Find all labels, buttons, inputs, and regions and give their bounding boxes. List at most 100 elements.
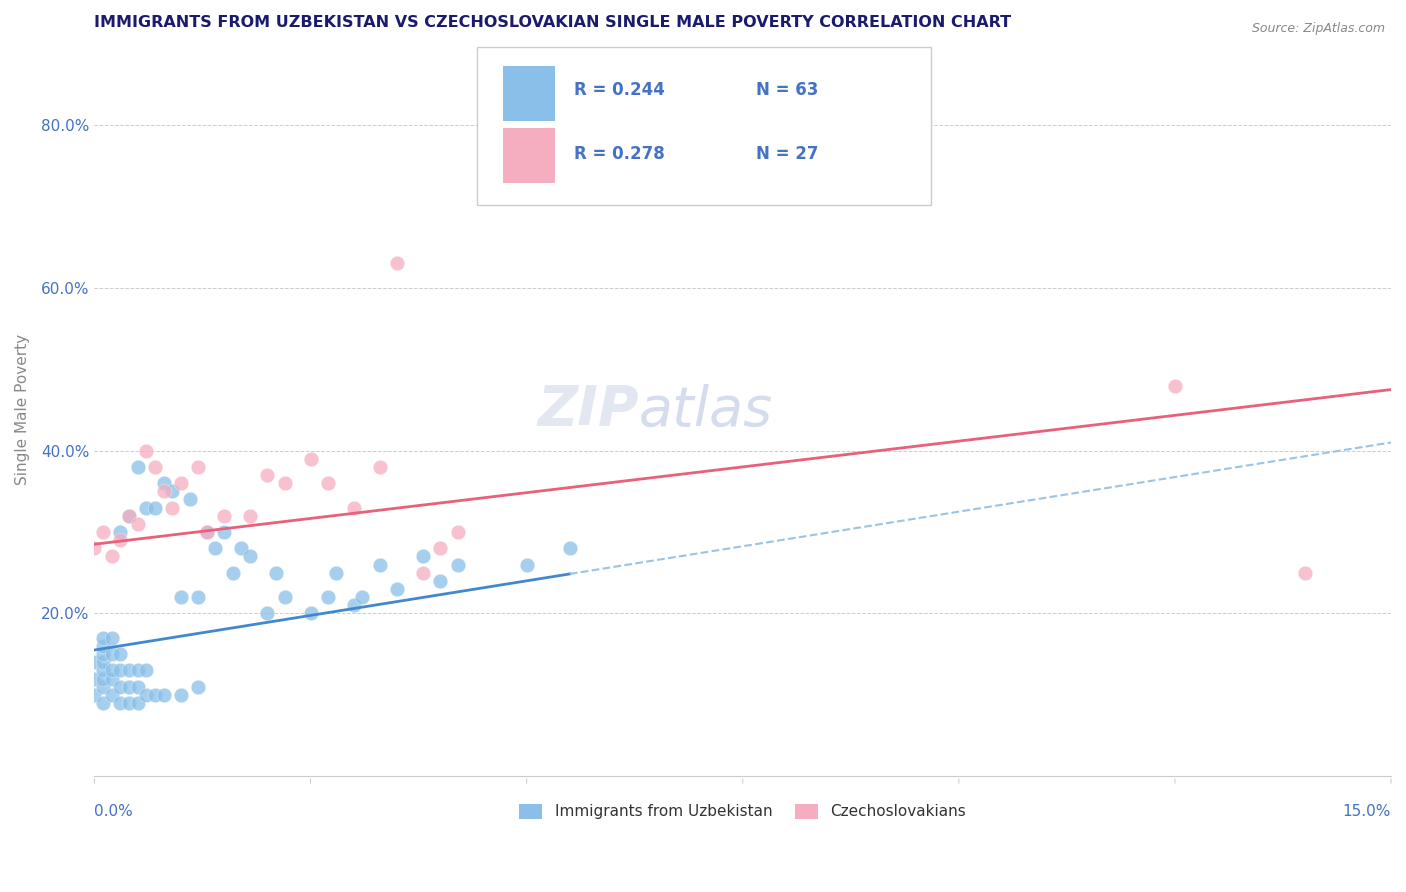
Legend: Immigrants from Uzbekistan, Czechoslovakians: Immigrants from Uzbekistan, Czechoslovak… xyxy=(512,796,974,827)
Point xyxy=(170,590,193,604)
Point xyxy=(212,508,235,523)
Point xyxy=(110,524,132,539)
Point xyxy=(170,476,193,491)
Point xyxy=(83,672,105,686)
Point xyxy=(127,459,149,474)
Point xyxy=(325,566,347,580)
Y-axis label: Single Male Poverty: Single Male Poverty xyxy=(15,334,30,485)
Point xyxy=(385,256,408,270)
Point xyxy=(118,508,141,523)
Point xyxy=(152,688,174,702)
Text: R = 0.278: R = 0.278 xyxy=(574,145,665,162)
FancyBboxPatch shape xyxy=(503,66,555,120)
Point xyxy=(368,558,391,572)
Point xyxy=(100,631,122,645)
Point xyxy=(110,680,132,694)
Point xyxy=(256,607,278,621)
Point xyxy=(412,566,434,580)
Point xyxy=(162,484,184,499)
Point xyxy=(256,468,278,483)
Point xyxy=(273,476,295,491)
Text: N = 63: N = 63 xyxy=(755,81,818,99)
Point xyxy=(212,524,235,539)
Point xyxy=(204,541,226,556)
Point xyxy=(264,566,287,580)
Point xyxy=(299,451,322,466)
Point xyxy=(135,500,157,515)
Point xyxy=(110,533,132,548)
Point xyxy=(143,688,166,702)
Point xyxy=(127,664,149,678)
Point xyxy=(143,500,166,515)
Text: 15.0%: 15.0% xyxy=(1343,805,1391,820)
Point xyxy=(118,680,141,694)
Point xyxy=(429,541,451,556)
Point xyxy=(110,647,132,661)
Point xyxy=(239,508,262,523)
Point xyxy=(100,549,122,564)
Text: ZIP: ZIP xyxy=(537,383,638,437)
Point xyxy=(100,647,122,661)
Point xyxy=(343,500,366,515)
Point xyxy=(1294,566,1316,580)
Point xyxy=(187,459,209,474)
Point xyxy=(100,664,122,678)
Point xyxy=(187,590,209,604)
Point xyxy=(179,492,201,507)
Point xyxy=(368,459,391,474)
Point xyxy=(352,590,374,604)
Point xyxy=(152,476,174,491)
Point xyxy=(195,524,218,539)
Point xyxy=(91,664,114,678)
Point xyxy=(187,680,209,694)
Point xyxy=(127,516,149,531)
Point xyxy=(222,566,245,580)
Point xyxy=(83,655,105,669)
Point xyxy=(412,549,434,564)
Point xyxy=(127,680,149,694)
Point xyxy=(343,599,366,613)
Point xyxy=(316,476,339,491)
Point xyxy=(100,672,122,686)
Point xyxy=(446,524,468,539)
Point xyxy=(516,558,538,572)
Text: R = 0.244: R = 0.244 xyxy=(574,81,665,99)
Point xyxy=(91,524,114,539)
Point xyxy=(558,541,581,556)
Point xyxy=(91,696,114,710)
Point xyxy=(135,664,157,678)
Point xyxy=(143,459,166,474)
Point xyxy=(127,696,149,710)
Point xyxy=(231,541,253,556)
Point xyxy=(100,688,122,702)
Point xyxy=(239,549,262,564)
Point xyxy=(1164,378,1187,392)
Text: N = 27: N = 27 xyxy=(755,145,818,162)
Point xyxy=(429,574,451,588)
Point xyxy=(91,655,114,669)
FancyBboxPatch shape xyxy=(477,47,931,205)
Point xyxy=(135,443,157,458)
Text: IMMIGRANTS FROM UZBEKISTAN VS CZECHOSLOVAKIAN SINGLE MALE POVERTY CORRELATION CH: IMMIGRANTS FROM UZBEKISTAN VS CZECHOSLOV… xyxy=(94,15,1011,30)
Point xyxy=(91,639,114,653)
Point xyxy=(152,484,174,499)
Point xyxy=(385,582,408,596)
Point xyxy=(118,508,141,523)
Text: Source: ZipAtlas.com: Source: ZipAtlas.com xyxy=(1251,22,1385,36)
Point xyxy=(118,664,141,678)
Point xyxy=(91,672,114,686)
Point xyxy=(91,647,114,661)
FancyBboxPatch shape xyxy=(503,128,555,183)
Point xyxy=(273,590,295,604)
Point xyxy=(135,688,157,702)
Point xyxy=(195,524,218,539)
Point xyxy=(91,631,114,645)
Text: atlas: atlas xyxy=(638,384,773,436)
Point xyxy=(110,664,132,678)
Point xyxy=(83,688,105,702)
Point xyxy=(118,696,141,710)
Point xyxy=(299,607,322,621)
Point xyxy=(162,500,184,515)
Text: 0.0%: 0.0% xyxy=(94,805,134,820)
Point xyxy=(446,558,468,572)
